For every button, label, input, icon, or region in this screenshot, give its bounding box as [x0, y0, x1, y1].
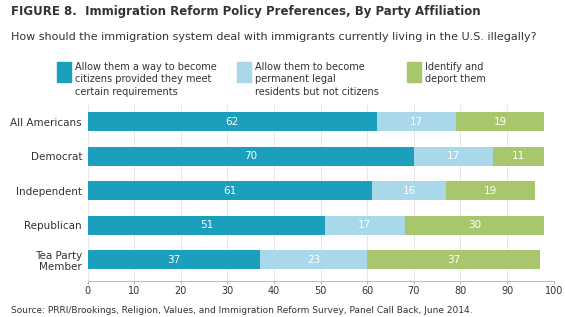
Text: 30: 30: [468, 220, 481, 230]
Text: 37: 37: [447, 255, 460, 265]
Bar: [88, 181, 372, 200]
Text: 61: 61: [223, 186, 236, 196]
Bar: [377, 112, 456, 131]
Bar: [446, 181, 535, 200]
Bar: [493, 147, 545, 166]
Text: 11: 11: [512, 151, 525, 161]
Bar: [456, 112, 545, 131]
Text: 19: 19: [484, 186, 497, 196]
Bar: [88, 250, 260, 269]
Bar: [405, 216, 545, 235]
Text: Source: PRRI/Brookings, Religion, Values, and Immigration Reform Survey, Panel C: Source: PRRI/Brookings, Religion, Values…: [11, 307, 473, 315]
Text: Identify and
deport them: Identify and deport them: [425, 62, 486, 84]
Text: Allow them a way to become
citizens provided they meet
certain requirements: Allow them a way to become citizens prov…: [75, 62, 216, 97]
Text: 17: 17: [447, 151, 460, 161]
Text: 17: 17: [358, 220, 372, 230]
Bar: [260, 250, 367, 269]
Text: FIGURE 8.  Immigration Reform Policy Preferences, By Party Affiliation: FIGURE 8. Immigration Reform Policy Pref…: [11, 5, 481, 18]
Bar: [88, 112, 377, 131]
Text: 19: 19: [493, 117, 507, 127]
Text: 51: 51: [200, 220, 213, 230]
Bar: [88, 147, 414, 166]
Text: 37: 37: [167, 255, 180, 265]
Bar: [367, 250, 540, 269]
Text: Allow them to become
permanent legal
residents but not citizens: Allow them to become permanent legal res…: [255, 62, 379, 97]
Text: 62: 62: [225, 117, 238, 127]
Text: 23: 23: [307, 255, 320, 265]
Bar: [88, 216, 325, 235]
Text: 70: 70: [244, 151, 257, 161]
Text: 16: 16: [403, 186, 416, 196]
Bar: [414, 147, 493, 166]
Bar: [325, 216, 405, 235]
Bar: [372, 181, 446, 200]
Text: 17: 17: [410, 117, 423, 127]
Text: How should the immigration system deal with immigrants currently living in the U: How should the immigration system deal w…: [11, 32, 537, 42]
